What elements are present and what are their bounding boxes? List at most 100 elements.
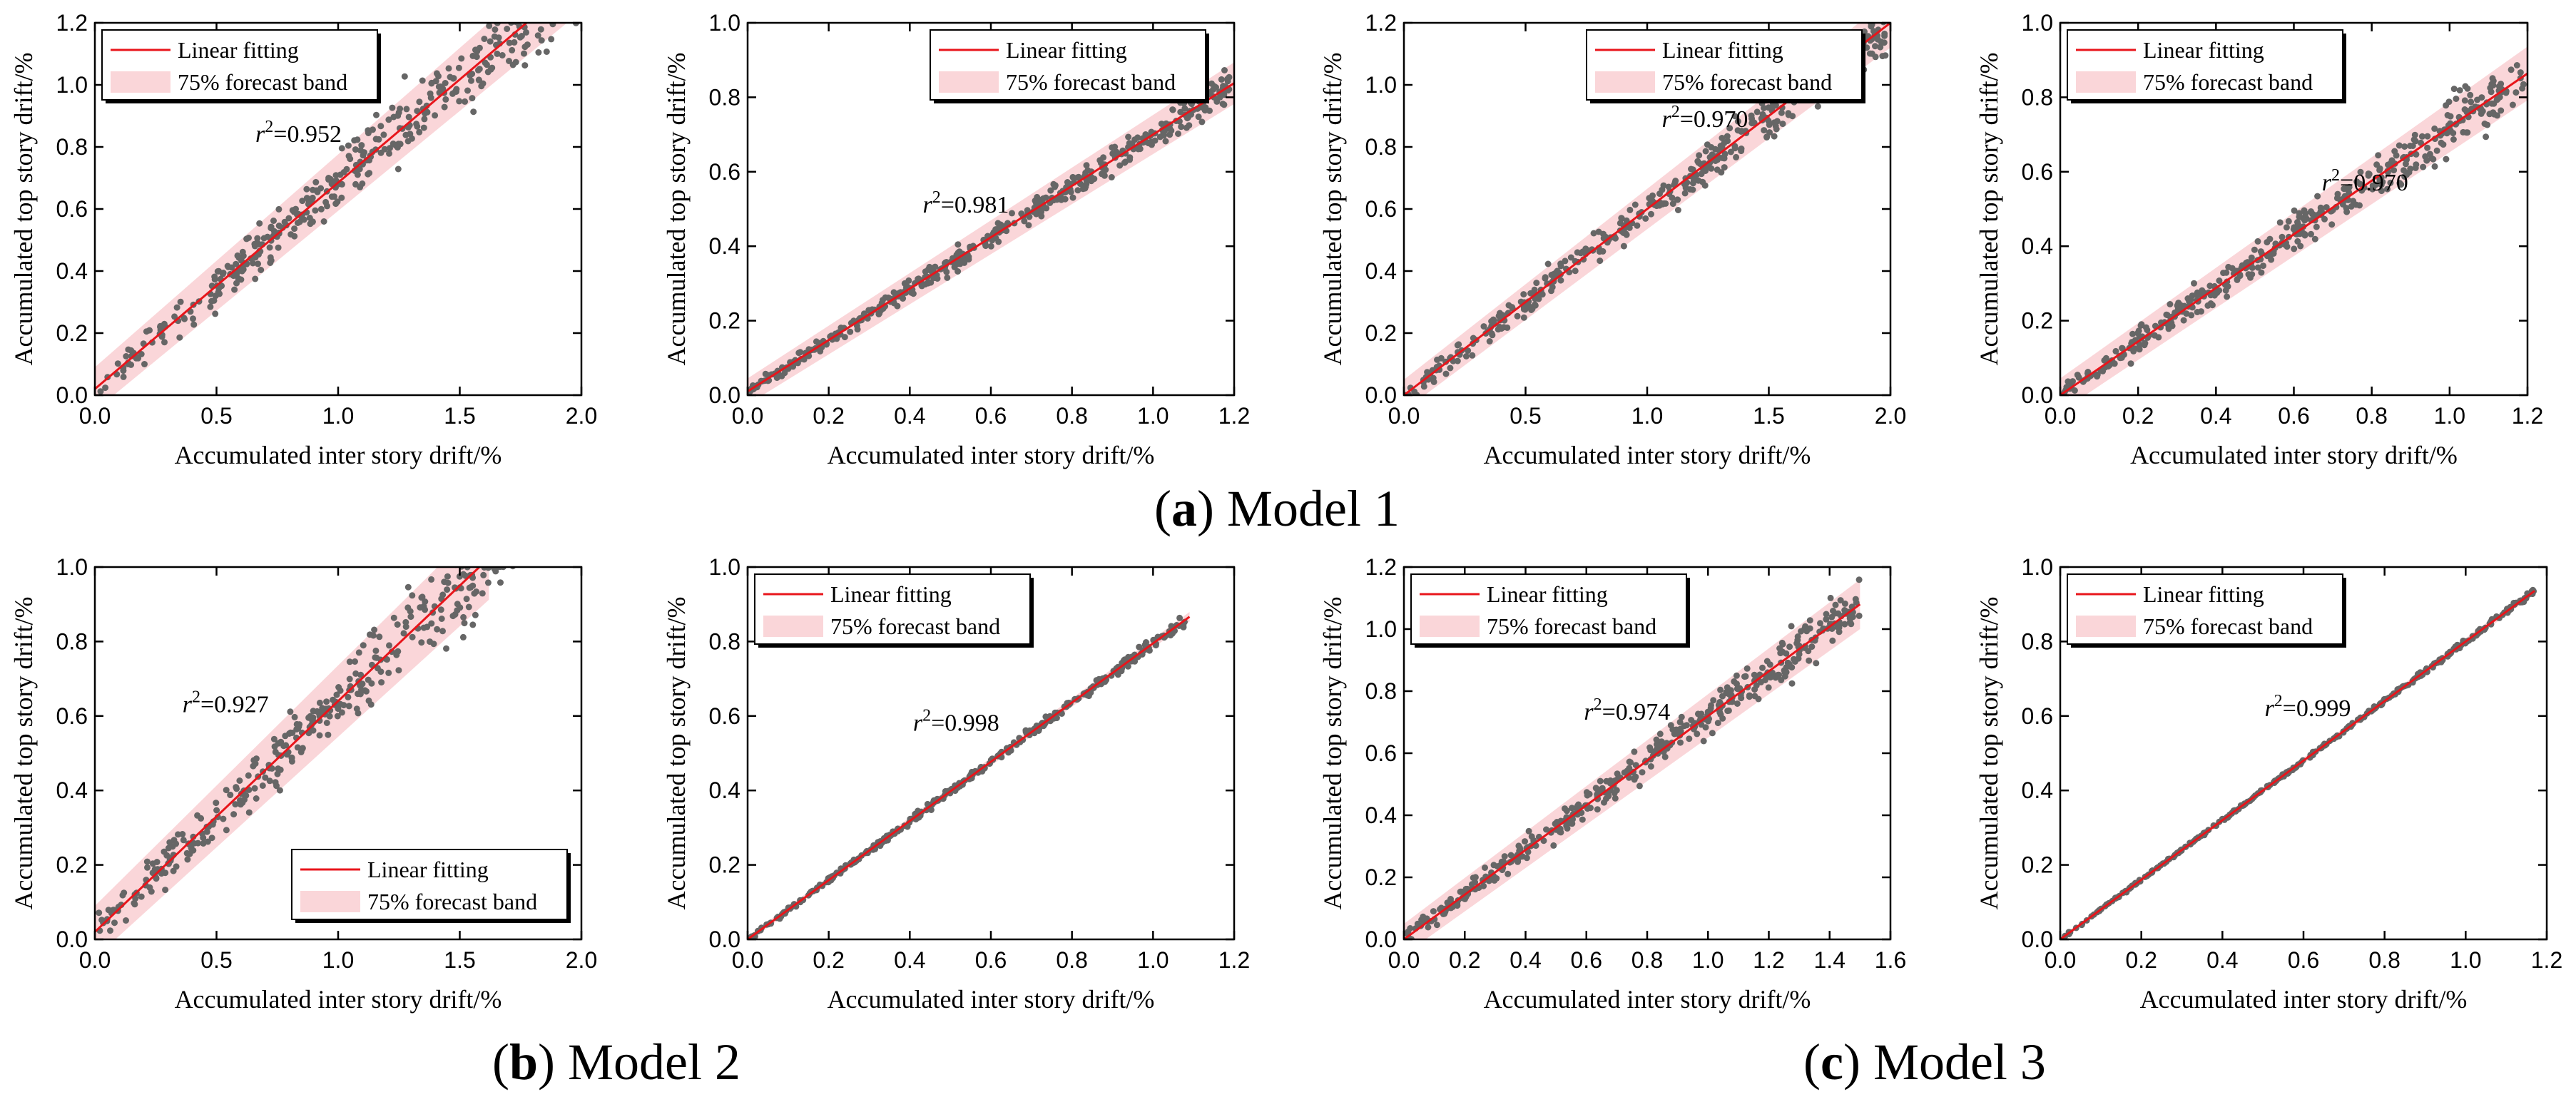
- data-point: [1084, 167, 1091, 174]
- data-point: [1656, 730, 1664, 738]
- data-point: [534, 32, 541, 39]
- data-point: [514, 11, 520, 18]
- data-point: [1773, 126, 1780, 133]
- data-point: [1702, 148, 1709, 155]
- y-tick-label: 0.8: [1365, 678, 1397, 704]
- data-point: [251, 785, 258, 792]
- data-point: [111, 919, 118, 927]
- y-tick-label: 0.4: [2022, 233, 2053, 259]
- data-point: [414, 108, 421, 115]
- data-point: [233, 280, 240, 287]
- data-point: [1100, 154, 1107, 161]
- data-point: [516, 543, 523, 549]
- data-point: [545, 484, 551, 490]
- data-point: [452, 88, 459, 95]
- data-point: [1615, 774, 1622, 781]
- data-point: [141, 361, 148, 367]
- x-tick-label: 0.0: [2045, 403, 2076, 429]
- data-point: [207, 303, 214, 310]
- x-tick-label: 0.5: [200, 947, 232, 973]
- y-tick-label: 1.0: [1365, 616, 1397, 642]
- data-point: [524, 516, 531, 523]
- data-point: [268, 223, 275, 230]
- data-point: [1877, 44, 1884, 51]
- data-point: [403, 106, 410, 113]
- data-point: [259, 782, 266, 789]
- y-axis-label: Accumulated top story drift/%: [9, 53, 38, 366]
- data-point: [797, 349, 804, 356]
- data-point: [1424, 369, 1431, 376]
- data-point: [1195, 113, 1202, 121]
- data-point: [2387, 179, 2394, 186]
- data-point: [1514, 858, 1521, 865]
- y-axis-label: Accumulated top story drift/%: [662, 597, 691, 910]
- data-point: [1562, 805, 1568, 812]
- data-point: [444, 573, 451, 580]
- data-point: [2094, 373, 2101, 380]
- data-point: [384, 656, 390, 663]
- data-point: [272, 779, 279, 786]
- data-point: [338, 145, 345, 152]
- data-point: [444, 586, 451, 593]
- data-point: [1631, 201, 1639, 208]
- chart-panel-b2: 0.0 0.2 0.4 0.6 0.8 1.0 1.2 0.0 0.2 0.4 0.6 0.8 1.0 A…: [662, 554, 1250, 1014]
- data-point: [2409, 143, 2416, 149]
- y-tick-label: 0.4: [709, 233, 740, 259]
- data-point: [270, 735, 278, 743]
- legend-label-band: 75% forecast band: [367, 889, 537, 914]
- data-point: [1880, 39, 1888, 46]
- data-point: [386, 642, 392, 649]
- data-point: [478, 553, 484, 559]
- data-point: [1490, 316, 1497, 323]
- data-point: [2490, 78, 2497, 84]
- data-point: [161, 848, 168, 855]
- data-point: [2220, 270, 2227, 277]
- data-point: [1648, 210, 1654, 218]
- data-point: [441, 103, 448, 111]
- data-point: [549, 474, 556, 481]
- y-tick-label: 0.0: [56, 927, 88, 952]
- data-point: [1169, 106, 1176, 113]
- data-point: [355, 690, 361, 698]
- data-point: [312, 207, 319, 214]
- data-point: [2478, 106, 2485, 113]
- x-tick-label: 0.8: [1056, 403, 1087, 429]
- data-point: [1469, 352, 1476, 359]
- data-point: [1584, 247, 1591, 254]
- data-point: [121, 889, 128, 897]
- y-tick-label: 0.0: [2022, 927, 2053, 952]
- data-point: [2423, 157, 2430, 164]
- data-point: [1765, 117, 1772, 124]
- legend-label-band: 75% forecast band: [1006, 69, 1176, 95]
- data-point: [1748, 112, 1755, 119]
- data-point: [1741, 673, 1748, 680]
- legend-label-fit: Linear fitting: [178, 37, 299, 63]
- data-point: [319, 705, 326, 712]
- data-point: [333, 691, 340, 698]
- data-point: [241, 792, 248, 798]
- data-point: [469, 95, 476, 102]
- data-point: [2285, 218, 2292, 225]
- legend: Linear fitting 75% forecast band: [2067, 29, 2346, 103]
- data-point: [211, 276, 218, 283]
- data-point: [1527, 290, 1534, 297]
- data-point: [526, 0, 532, 5]
- y-tick-label: 0.0: [709, 382, 740, 408]
- data-point: [220, 815, 227, 822]
- x-axis-label: Accumulated inter story drift/%: [2130, 441, 2458, 469]
- data-point: [315, 709, 322, 716]
- data-point: [1646, 744, 1654, 751]
- data-point: [2520, 81, 2527, 88]
- data-point: [376, 633, 383, 641]
- data-point: [2224, 283, 2231, 290]
- data-point: [1660, 182, 1667, 189]
- x-tick-label: 0.2: [813, 403, 844, 429]
- y-tick-label: 0.6: [709, 159, 740, 185]
- y-tick-label: 0.8: [2022, 628, 2053, 654]
- data-point: [1202, 104, 1209, 111]
- data-point: [1698, 170, 1705, 178]
- data-point: [432, 112, 439, 119]
- x-tick-label: 1.0: [1137, 947, 1169, 973]
- data-point: [2065, 378, 2072, 385]
- data-point: [2191, 280, 2197, 287]
